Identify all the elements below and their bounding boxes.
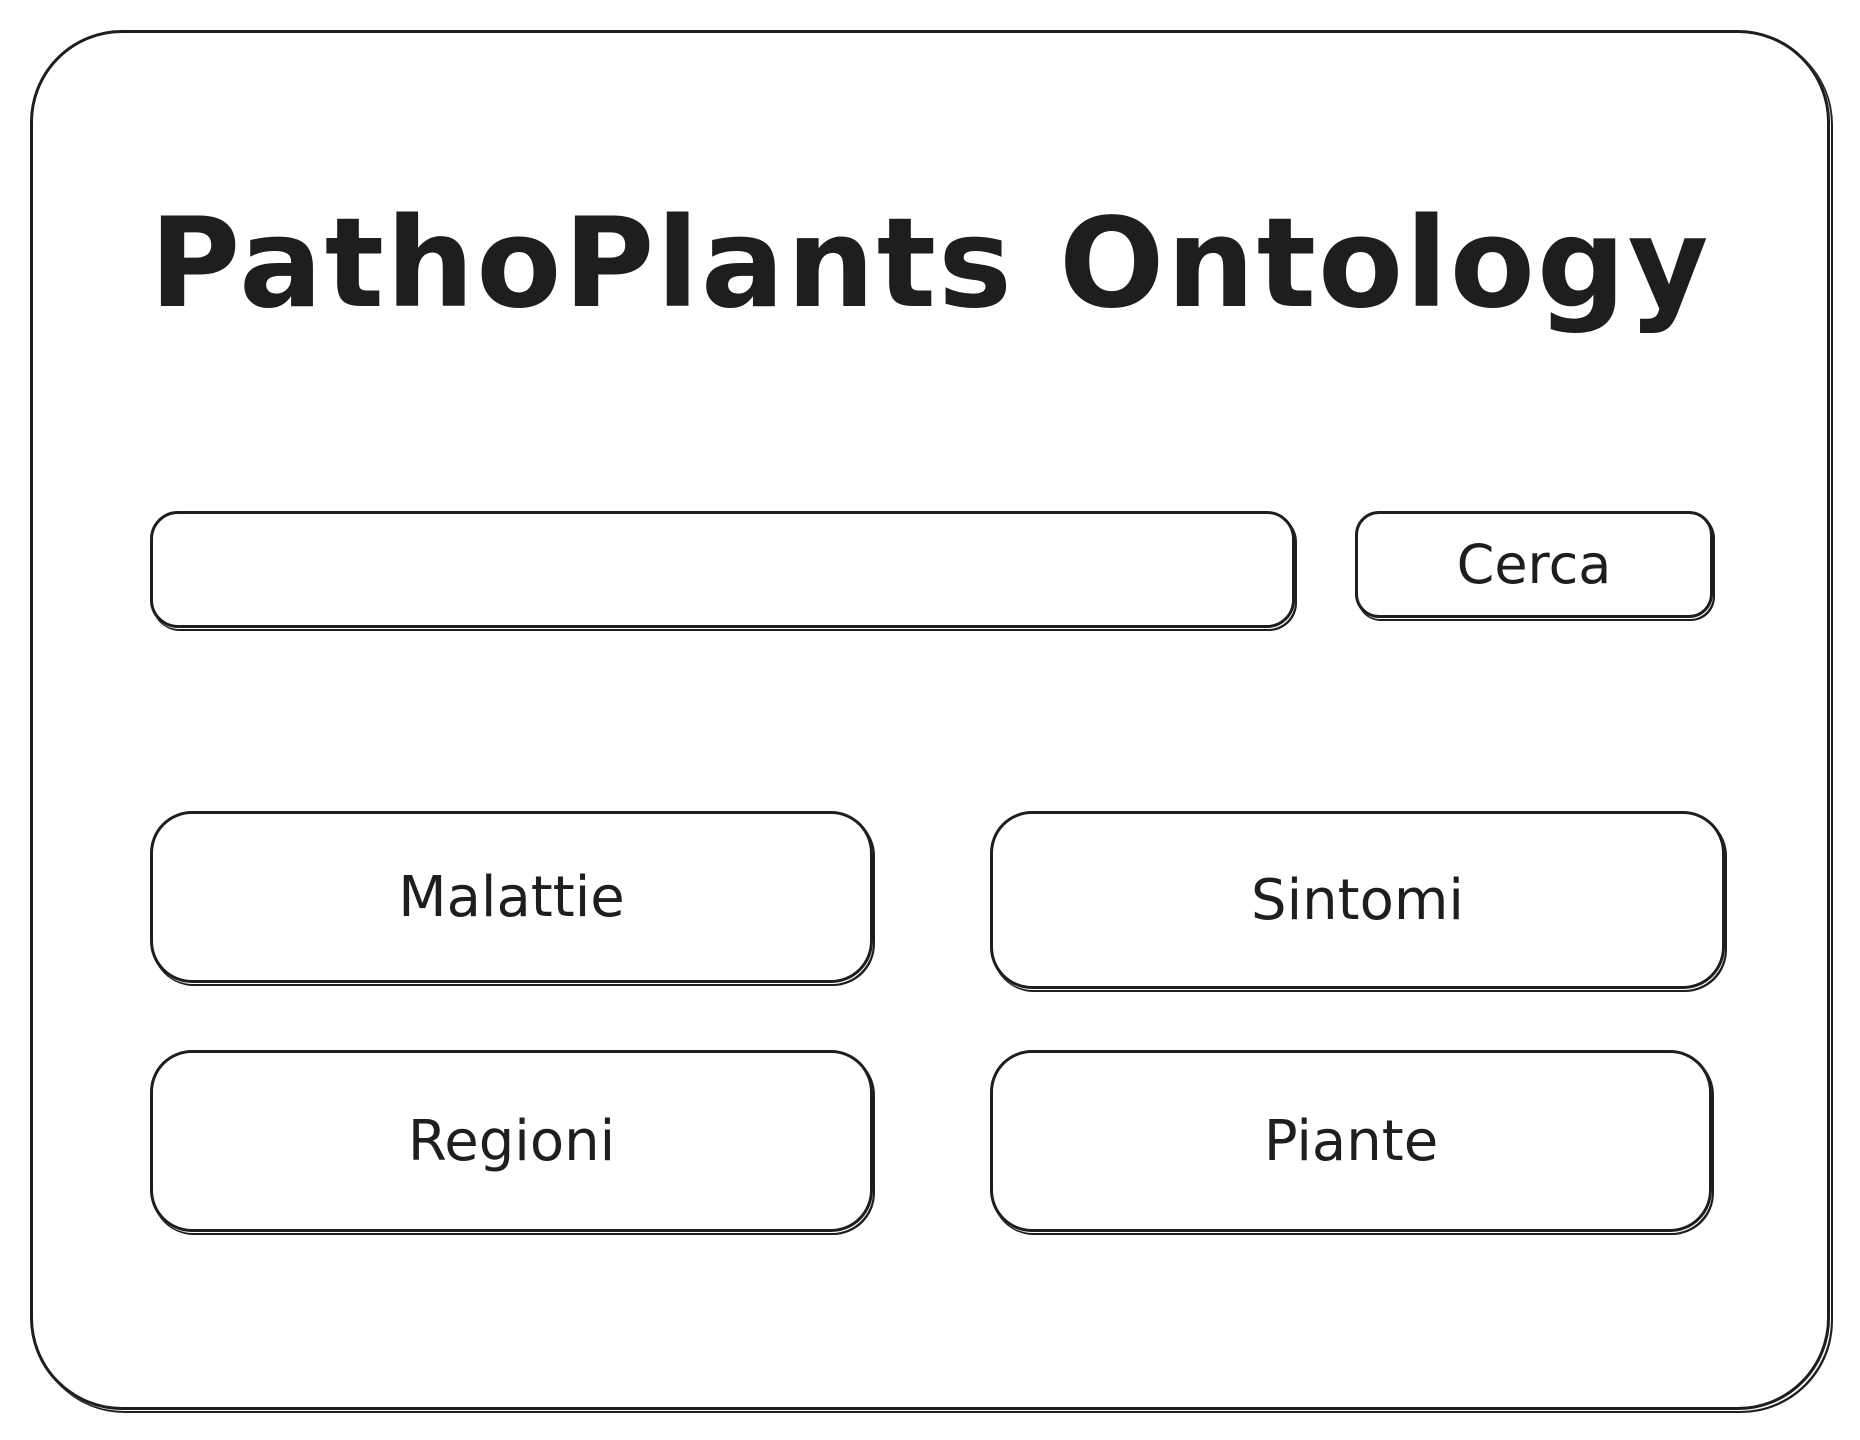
regioni-button[interactable]: Regioni	[150, 1050, 873, 1232]
app-frame	[30, 30, 1830, 1410]
search-input[interactable]	[150, 511, 1295, 628]
search-button[interactable]: Cerca	[1355, 511, 1713, 618]
sintomi-button[interactable]: Sintomi	[990, 811, 1725, 989]
page-title: PathoPlants Ontology	[149, 192, 1711, 336]
piante-button[interactable]: Piante	[990, 1050, 1712, 1232]
malattie-button[interactable]: Malattie	[150, 811, 873, 983]
